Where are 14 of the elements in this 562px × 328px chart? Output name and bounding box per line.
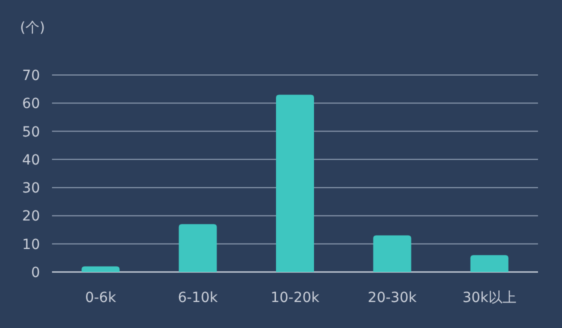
x-tick-label: 10-20k	[270, 290, 320, 306]
x-tick-label: 20-30k	[368, 290, 418, 306]
y-tick-label: 50	[22, 124, 40, 140]
x-tick-label: 30k以上	[462, 290, 516, 306]
y-tick-label: 10	[22, 236, 40, 253]
y-axis-title: (个)	[20, 20, 45, 36]
y-tick-label: 20	[22, 208, 40, 225]
y-tick-label: 30	[22, 180, 40, 197]
y-tick-label: 0	[31, 265, 40, 281]
y-tick-label: 70	[22, 68, 40, 84]
x-tick-label: 0-6k	[85, 290, 117, 306]
y-tick-label: 60	[22, 96, 40, 112]
y-tick-label: 40	[22, 152, 40, 168]
x-tick-label: 6-10k	[178, 290, 219, 306]
